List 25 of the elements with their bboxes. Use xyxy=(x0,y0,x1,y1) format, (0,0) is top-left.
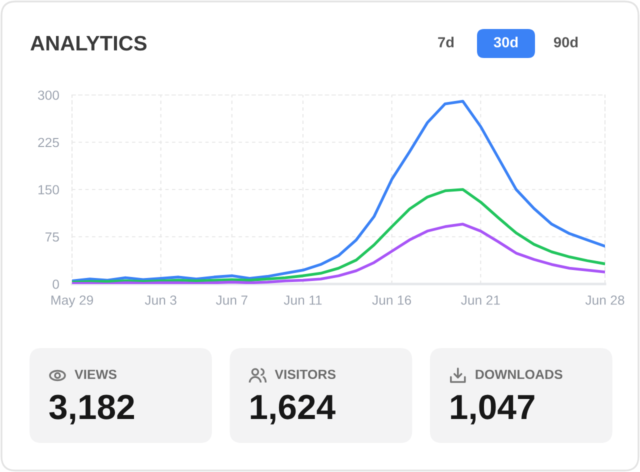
x-tick-label: Jun 11 xyxy=(284,296,322,305)
category-label: VIEWS xyxy=(74,370,117,380)
category-label: VISITORS xyxy=(274,370,336,380)
text: 3,182 xyxy=(49,394,134,424)
x-tick-label: Jun 28 xyxy=(585,295,624,305)
x-tick-label: Jun 7 xyxy=(216,296,248,305)
x-tick-label: Jun 16 xyxy=(372,295,412,305)
y-tick-label: 0 xyxy=(52,280,59,289)
line-series xyxy=(72,222,605,284)
category-label: 30d xyxy=(494,36,518,48)
category-label: DOWNLOADS xyxy=(476,370,562,380)
x-tick-label: Jun 3 xyxy=(144,295,176,305)
chart-title: ANALYTICS xyxy=(30,36,146,51)
y-tick-label: 300 xyxy=(38,90,59,100)
y-tick-label: 75 xyxy=(46,232,59,242)
text: 1,047 xyxy=(451,394,534,424)
text: 1,624 xyxy=(250,394,336,424)
category-label: 90d xyxy=(554,36,578,48)
category-label: 7d xyxy=(438,36,454,48)
y-tick-label: 150 xyxy=(38,185,59,194)
line-series xyxy=(72,188,605,284)
x-tick-label: Jun 21 xyxy=(461,295,500,305)
x-tick-label: May 29 xyxy=(51,295,94,308)
y-tick-label: 225 xyxy=(38,138,59,148)
line-series xyxy=(72,100,605,282)
